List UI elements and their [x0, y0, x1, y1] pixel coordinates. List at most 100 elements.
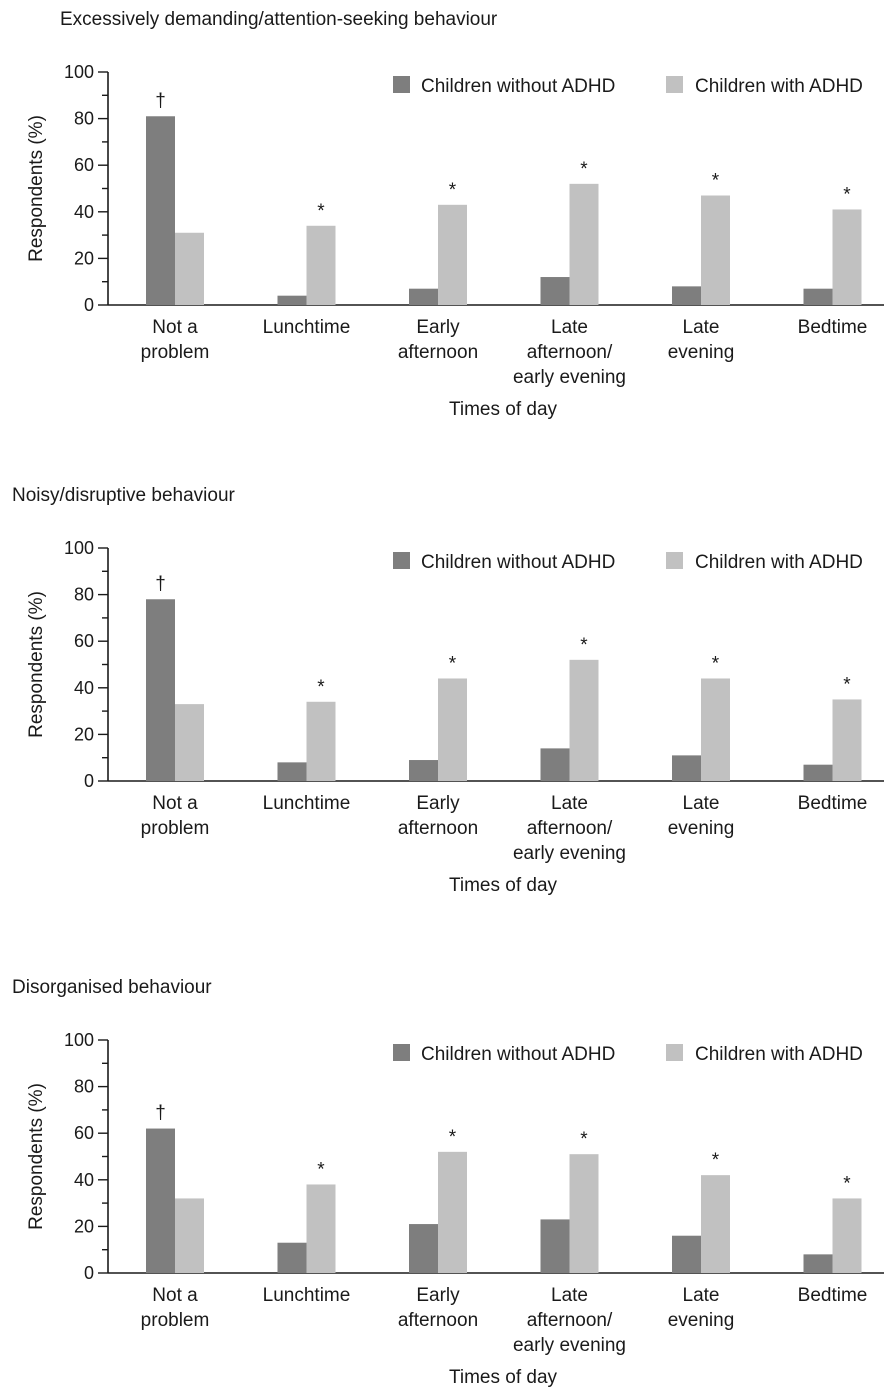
- chart-title: Excessively demanding/attention-seeking …: [60, 9, 498, 30]
- bar-with-adhd: [701, 1175, 730, 1273]
- y-tick-label: 100: [64, 62, 94, 82]
- bar-with-adhd: [175, 232, 204, 305]
- bar-with-adhd: [701, 195, 730, 305]
- y-tick-label: 80: [74, 109, 94, 129]
- bar-with-adhd: [569, 659, 599, 781]
- legend-swatch-with-adhd: [666, 76, 683, 93]
- x-category-label: early evening: [513, 843, 626, 864]
- y-tick-label: 60: [74, 155, 94, 175]
- x-category-label: problem: [141, 818, 210, 839]
- legend-label-without-adhd: Children without ADHD: [421, 1044, 615, 1065]
- legend-label-with-adhd: Children with ADHD: [695, 552, 863, 573]
- bar-with-adhd: [438, 204, 467, 305]
- asterisk-marker: *: [712, 653, 720, 674]
- bar-with-adhd: [569, 1154, 599, 1273]
- x-category-label: Early: [416, 793, 460, 814]
- y-axis-label: Respondents (%): [26, 115, 47, 262]
- bar-with-adhd: [175, 1198, 204, 1273]
- x-category-label: afternoon/: [527, 818, 613, 839]
- x-category-label: afternoon/: [527, 1310, 613, 1331]
- x-category-label: Late: [551, 793, 588, 814]
- dagger-marker: †: [155, 573, 166, 594]
- y-tick-label: 0: [84, 295, 94, 315]
- bar-without-adhd: [672, 286, 701, 305]
- chart-panel-1: Excessively demanding/attention-seeking …: [26, 9, 884, 420]
- bar-with-adhd: [306, 1184, 336, 1273]
- y-tick-label: 60: [74, 1123, 94, 1143]
- bar-with-adhd: [832, 1198, 862, 1273]
- asterisk-marker: *: [712, 170, 720, 191]
- x-category-label: Lunchtime: [263, 317, 351, 338]
- legend-swatch-without-adhd: [393, 1044, 410, 1061]
- asterisk-marker: *: [843, 1173, 851, 1194]
- bar-with-adhd: [832, 699, 862, 781]
- bar-without-adhd: [146, 1128, 175, 1273]
- bar-without-adhd: [672, 1235, 701, 1273]
- y-tick-label: 40: [74, 678, 94, 698]
- bar-with-adhd: [438, 678, 467, 781]
- asterisk-marker: *: [580, 635, 588, 656]
- x-category-label: Early: [416, 317, 460, 338]
- bar-without-adhd: [672, 755, 701, 781]
- x-category-label: Bedtime: [798, 793, 868, 814]
- x-category-label: Lunchtime: [263, 1285, 351, 1306]
- x-axis-label: Times of day: [449, 399, 558, 420]
- x-category-label: early evening: [513, 1335, 626, 1356]
- y-tick-label: 0: [84, 771, 94, 791]
- bar-with-adhd: [306, 225, 336, 305]
- x-category-label: Early: [416, 1285, 460, 1306]
- legend-label-with-adhd: Children with ADHD: [695, 1044, 863, 1065]
- x-category-label: Not a: [152, 317, 198, 338]
- bar-without-adhd: [277, 762, 307, 781]
- bar-without-adhd: [540, 748, 570, 781]
- bar-without-adhd: [277, 295, 307, 305]
- y-axis-label: Respondents (%): [26, 1083, 47, 1230]
- y-axis-label: Respondents (%): [26, 591, 47, 738]
- x-category-label: Not a: [152, 1285, 198, 1306]
- asterisk-marker: *: [449, 180, 457, 201]
- bar-without-adhd: [803, 1254, 833, 1273]
- x-category-label: Bedtime: [798, 317, 868, 338]
- chart-panel-2: Noisy/disruptive behaviour 0 20 40 60 80 100 Re…: [12, 485, 884, 896]
- bar-without-adhd: [146, 599, 175, 781]
- x-category-label: problem: [141, 1310, 210, 1331]
- bar-without-adhd: [540, 277, 570, 305]
- chart-panel-3: Disorganised behaviour 0 20 40 60 80 100 Respon…: [12, 977, 884, 1388]
- y-tick-label: 100: [64, 1030, 94, 1050]
- y-tick-label: 80: [74, 585, 94, 605]
- y-tick-label: 20: [74, 1216, 94, 1236]
- asterisk-marker: *: [843, 184, 851, 205]
- y-tick-label: 20: [74, 724, 94, 744]
- y-tick-label: 40: [74, 1170, 94, 1190]
- legend-label-with-adhd: Children with ADHD: [695, 76, 863, 97]
- x-category-label: early evening: [513, 367, 626, 388]
- asterisk-marker: *: [580, 1129, 588, 1150]
- y-tick-label: 100: [64, 538, 94, 558]
- y-tick-label: 20: [74, 248, 94, 268]
- bar-without-adhd: [803, 764, 833, 781]
- asterisk-marker: *: [580, 159, 588, 180]
- x-category-label: Late: [551, 317, 588, 338]
- x-category-label: evening: [668, 342, 735, 363]
- x-category-label: Not a: [152, 793, 198, 814]
- x-category-label: Late: [683, 1285, 720, 1306]
- bar-without-adhd: [803, 288, 833, 305]
- bar-without-adhd: [277, 1242, 307, 1273]
- asterisk-marker: *: [712, 1150, 720, 1171]
- asterisk-marker: *: [449, 1127, 457, 1148]
- x-category-label: evening: [668, 818, 735, 839]
- dagger-marker: †: [155, 1103, 166, 1124]
- bar-without-adhd: [409, 760, 438, 781]
- legend-swatch-without-adhd: [393, 552, 410, 569]
- x-category-label: afternoon: [398, 818, 478, 839]
- legend-label-without-adhd: Children without ADHD: [421, 76, 615, 97]
- dagger-marker: †: [155, 90, 166, 111]
- bar-with-adhd: [832, 209, 862, 305]
- chart-title: Disorganised behaviour: [12, 977, 212, 998]
- bar-without-adhd: [409, 288, 438, 305]
- y-tick-label: 40: [74, 202, 94, 222]
- bar-without-adhd: [540, 1219, 570, 1273]
- y-tick-label: 60: [74, 631, 94, 651]
